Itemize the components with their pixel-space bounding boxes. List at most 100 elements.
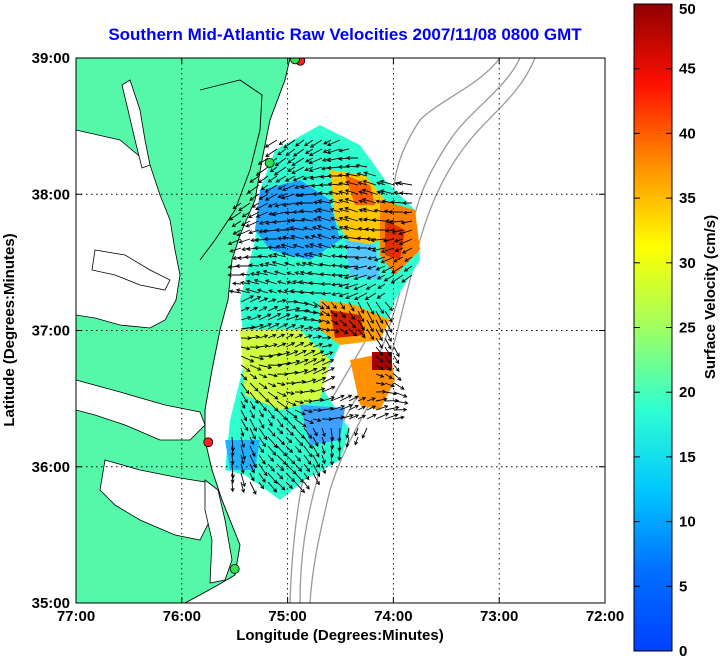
velocity-arrow xyxy=(249,306,259,312)
velocity-arrow xyxy=(258,481,265,490)
velocity-arrow xyxy=(379,179,395,186)
velocity-arrow xyxy=(303,350,316,357)
velocity-arrow xyxy=(230,481,235,493)
velocity-arrow xyxy=(357,405,367,411)
velocity-arrow xyxy=(345,427,350,439)
velocity-arrow xyxy=(303,367,318,375)
velocity-arrow xyxy=(285,148,296,156)
velocity-arrow xyxy=(271,260,287,267)
velocity-arrow xyxy=(227,238,242,246)
velocity-arrow xyxy=(264,261,278,267)
velocity-arrow xyxy=(303,358,318,366)
velocity-arrow xyxy=(390,200,404,205)
velocity-arrow xyxy=(267,333,277,339)
velocity-arrow xyxy=(258,454,266,465)
velocity-arrow xyxy=(249,314,262,321)
velocity-arrow xyxy=(294,379,307,384)
velocity-arrow xyxy=(267,454,275,462)
velocity-arrow xyxy=(267,373,279,378)
velocity-arrow xyxy=(366,413,377,420)
velocity-arrow xyxy=(303,139,314,147)
y-axis: 39:00 38:00 37:00 36:00 35:00 xyxy=(32,50,605,612)
velocity-arrow xyxy=(304,166,314,172)
velocity-arrow xyxy=(356,172,368,177)
velocity-arrow xyxy=(235,264,250,269)
velocity-arrow xyxy=(365,236,376,242)
velocity-arrow xyxy=(375,412,390,420)
velocity-arrow xyxy=(312,334,323,339)
velocity-arrow xyxy=(357,396,367,402)
velocity-arrow xyxy=(312,445,320,458)
velocity-arrow xyxy=(366,397,376,402)
velocity-arrow xyxy=(285,314,300,321)
velocity-arrow xyxy=(384,405,400,411)
velocity-arrow xyxy=(321,427,326,438)
velocity-arrow xyxy=(304,244,314,249)
velocity-arrow xyxy=(278,139,287,146)
velocity-arrow xyxy=(276,436,285,446)
velocity-arrow xyxy=(344,197,359,204)
colorbar-tick-label: 40 xyxy=(679,125,696,142)
velocity-arrow xyxy=(244,255,259,260)
velocity-arrow xyxy=(307,271,323,276)
velocity-arrow xyxy=(263,236,277,242)
velocity-arrow xyxy=(353,292,368,301)
velocity-arrow xyxy=(375,364,384,370)
velocity-arrow xyxy=(265,148,278,158)
velocity-arrow xyxy=(312,342,324,348)
velocity-arrow xyxy=(344,180,359,186)
map-title: Southern Mid-Atlantic Raw Velocities 200… xyxy=(108,25,582,44)
velocity-arrow xyxy=(257,254,269,259)
velocity-arrow xyxy=(294,436,304,447)
velocity-arrow xyxy=(285,409,298,419)
velocity-arrow xyxy=(366,328,374,341)
velocity-arrow xyxy=(380,256,395,264)
velocity-arrow xyxy=(343,225,359,231)
velocity-arrow xyxy=(229,247,242,253)
velocity-arrow xyxy=(321,327,331,332)
velocity-arrow xyxy=(312,217,323,222)
velocity-arrow xyxy=(277,193,287,199)
velocity-arrow xyxy=(337,436,342,452)
velocity-arrow xyxy=(240,463,245,474)
velocity-arrow xyxy=(330,301,337,310)
velocity-arrow xyxy=(384,319,393,334)
plot-area xyxy=(76,58,605,603)
velocity-arrow xyxy=(230,445,235,457)
velocity-arrow xyxy=(240,355,255,363)
velocity-arrow xyxy=(292,148,305,157)
velocity-arrow xyxy=(327,173,340,179)
velocity-arrow xyxy=(321,343,333,348)
velocity-arrow xyxy=(256,288,269,294)
velocity-arrow xyxy=(287,157,296,164)
velocity-arrow xyxy=(393,391,408,398)
velocity-arrow xyxy=(326,148,341,155)
velocity-arrow xyxy=(384,382,396,388)
velocity-arrow xyxy=(357,328,366,339)
velocity-arrow xyxy=(356,236,368,241)
velocity-arrow xyxy=(249,427,256,440)
velocity-arrow xyxy=(249,418,257,432)
velocity-arrow xyxy=(303,334,313,339)
velocity-arrow xyxy=(388,210,403,215)
velocity-arrow xyxy=(307,261,323,267)
velocity-arrow xyxy=(264,184,278,193)
velocity-arrow xyxy=(245,220,260,228)
y-tick-label: 39:00 xyxy=(32,50,70,67)
velocity-arrow xyxy=(253,278,269,285)
velocity-arrow xyxy=(384,346,392,357)
velocity-arrow xyxy=(255,211,269,218)
velocity-arrow xyxy=(394,247,404,253)
velocity-arrow xyxy=(375,337,383,349)
velocity-arrow xyxy=(294,333,304,339)
velocity-arrow xyxy=(236,229,251,237)
velocity-arrow xyxy=(399,191,413,196)
velocity-arrow xyxy=(384,328,392,343)
velocity-arrow xyxy=(312,310,324,316)
delmarva-shore xyxy=(199,79,263,261)
velocity-arrow xyxy=(283,139,296,149)
velocity-arrow xyxy=(363,171,377,177)
velocity-arrow xyxy=(285,333,295,339)
velocity-arrow xyxy=(275,175,287,183)
velocity-arrow xyxy=(326,165,341,171)
